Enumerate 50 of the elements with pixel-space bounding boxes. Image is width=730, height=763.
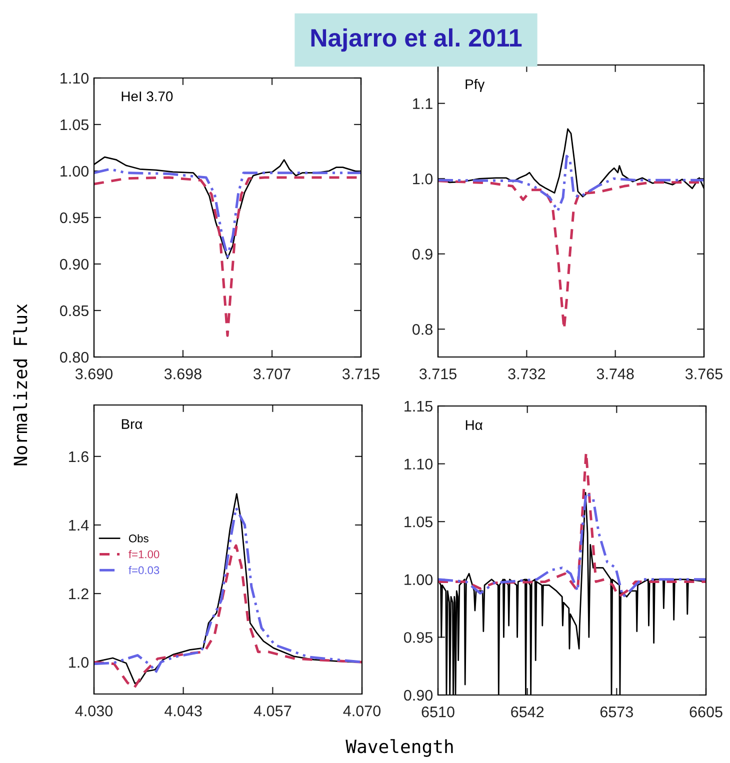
y-tick-label: 1.0 bbox=[413, 174, 433, 184]
y-tick-label: 0.85 bbox=[60, 305, 88, 316]
x-tick-label: 3.698 bbox=[164, 368, 202, 380]
legend-label: f=0.03 bbox=[128, 566, 160, 574]
annotation: Pfγ bbox=[466, 78, 485, 92]
line-series bbox=[438, 491, 706, 598]
x-tick-label: 4.057 bbox=[254, 706, 292, 716]
y-tick-label: 0.95 bbox=[404, 632, 432, 643]
text: Najarro et al. 2011 bbox=[311, 28, 522, 52]
y-tick-label: 1.0 bbox=[69, 656, 89, 668]
y-tick-label: 0.9 bbox=[412, 248, 432, 260]
y-tick-label: 0.8 bbox=[412, 324, 432, 335]
annotation: HeI 3.70 bbox=[122, 91, 173, 102]
y-tick-label: 1.4 bbox=[69, 520, 89, 531]
x-tick-label: 4.070 bbox=[343, 706, 381, 716]
x-tick-label: 3.732 bbox=[508, 368, 546, 380]
y-tick-label: 1.10 bbox=[60, 72, 89, 84]
x-tick-label: 3.715 bbox=[342, 368, 380, 380]
x-tick-label: 3.765 bbox=[685, 368, 722, 380]
y-axis-title: Normalized Flux bbox=[13, 304, 28, 466]
y-tick-label: 0.80 bbox=[60, 352, 89, 363]
annotation: Hα bbox=[466, 420, 482, 430]
y-tick-label: 1.10 bbox=[404, 458, 433, 470]
x-tick-label: 6573 bbox=[600, 706, 633, 718]
y-tick-label: 0.90 bbox=[60, 258, 89, 270]
x-tick-label: 3.748 bbox=[596, 368, 634, 380]
y-tick-label: 1.15 bbox=[404, 401, 432, 412]
x-tick-label: 4.030 bbox=[75, 706, 113, 716]
x-tick-label: 6510 bbox=[422, 706, 454, 718]
y-tick-label: 0.90 bbox=[404, 690, 433, 701]
legend-label: f=1.00 bbox=[128, 550, 160, 558]
y-tick-label: 1.05 bbox=[404, 516, 432, 528]
x-axis-title: Wavelength bbox=[346, 739, 453, 757]
x-tick-label: 4.043 bbox=[164, 706, 202, 716]
legend-label: Obs bbox=[128, 534, 148, 542]
x-tick-label: 3.715 bbox=[419, 368, 456, 380]
line-series bbox=[94, 544, 362, 690]
y-tick-label: 1.00 bbox=[404, 574, 433, 586]
line-series bbox=[438, 154, 704, 212]
x-tick-label: 6605 bbox=[690, 706, 722, 718]
y-tick-label: 1.00 bbox=[60, 166, 89, 177]
y-tick-label: 1.6 bbox=[69, 451, 88, 462]
y-tick-label: 1.1 bbox=[413, 98, 432, 109]
annotation: Brα bbox=[122, 419, 142, 429]
x-tick-label: 3.707 bbox=[254, 368, 290, 380]
y-tick-label: 1.05 bbox=[60, 119, 88, 130]
x-tick-label: 6542 bbox=[511, 706, 544, 718]
x-tick-label: 3.690 bbox=[75, 368, 113, 380]
y-tick-label: 0.95 bbox=[60, 212, 88, 224]
y-tick-label: 1.2 bbox=[69, 588, 88, 600]
